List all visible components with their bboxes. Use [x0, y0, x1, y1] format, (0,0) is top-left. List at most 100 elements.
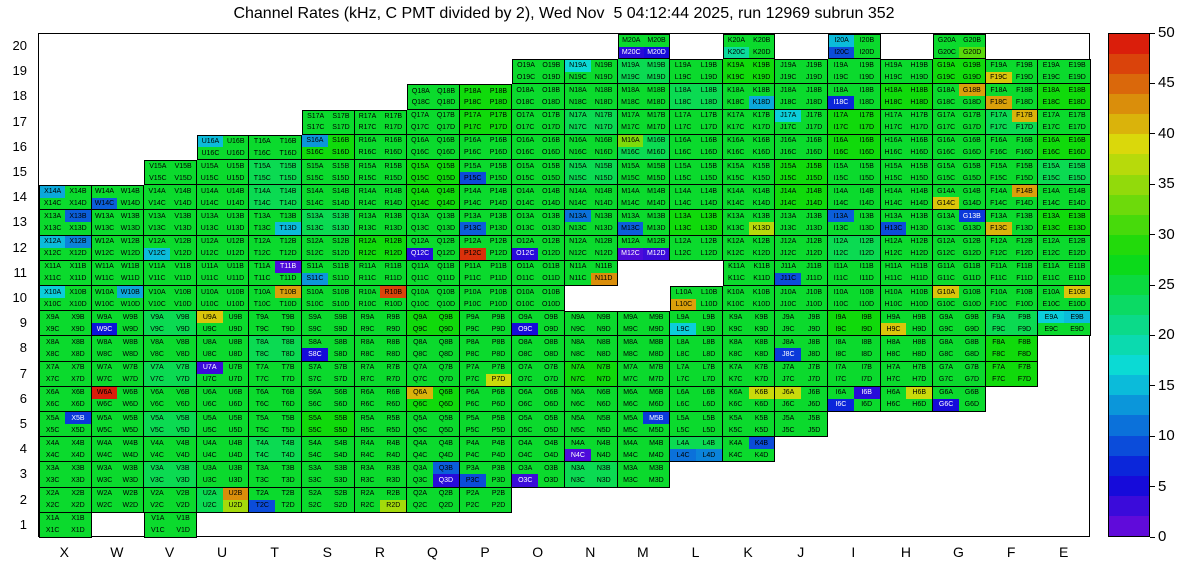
heatmap-cell: L5A — [670, 412, 696, 425]
heatmap-cell: V12C — [144, 247, 170, 260]
heatmap-block-K17: K17A K17B K17C K17D — [722, 109, 776, 135]
heatmap-cell: O16D — [538, 146, 564, 159]
heatmap-cell: Q14C — [407, 197, 433, 210]
heatmap-cell: I9C — [828, 323, 854, 336]
heatmap-cell: U15A — [196, 160, 223, 173]
heatmap-cell: K5D — [748, 424, 775, 437]
heatmap-block-J13: J13A J13B J13C J13D — [775, 210, 828, 236]
heatmap-cell: L10C — [671, 298, 697, 311]
heatmap-cell: K17B — [748, 109, 775, 122]
heatmap-cell: T16A — [249, 135, 276, 148]
heatmap-cell: H14A — [880, 185, 907, 198]
heatmap-cell: X3A — [40, 462, 66, 475]
heatmap-block-W8: W8A W8B W8C W8D — [91, 336, 145, 362]
heatmap-cell: U6A — [196, 386, 223, 399]
heatmap-cell: N16A — [565, 134, 591, 147]
heatmap-cell: L13A — [670, 210, 696, 223]
heatmap-cell: S13D — [327, 222, 354, 235]
x-axis-label: E — [1059, 544, 1069, 560]
heatmap-block-X5: X5A X5B X5C X5D — [39, 412, 92, 438]
heatmap-cell: M17C — [617, 121, 644, 134]
heatmap-cell: W2B — [117, 487, 144, 500]
heatmap-block-T15: T15A T15B T15C T15D — [249, 160, 302, 186]
y-axis-label: 19 — [12, 63, 27, 79]
heatmap-block-W9: W9A W9B W9C W9D — [91, 311, 145, 337]
heatmap-cell: Q10D — [432, 298, 459, 311]
heatmap-cell: Q16C — [407, 146, 433, 159]
heatmap-cell: T5C — [249, 424, 276, 437]
heatmap-cell: E19B — [1064, 60, 1090, 72]
heatmap-cell: K15D — [748, 172, 775, 185]
heatmap-block-V5: V5A V5B V5C V5D — [144, 412, 197, 438]
heatmap-block-O15: O15A O15B O15C O15D — [512, 160, 565, 186]
heatmap-cell: S7D — [327, 373, 354, 386]
heatmap-cell: T16D — [275, 147, 301, 159]
heatmap-block-E14: E14A E14B E14C E14D — [1038, 185, 1091, 211]
heatmap-cell: F10C — [985, 298, 1012, 311]
heatmap-cell: J9B — [801, 311, 827, 324]
heatmap-cell: O14B — [538, 185, 564, 198]
heatmap-cell: W8B — [117, 336, 144, 349]
heatmap-cell: G13B — [958, 210, 985, 223]
heatmap-cell: J8C — [775, 348, 802, 361]
heatmap-cell: N8C — [565, 348, 591, 361]
heatmap-cell: T4A — [249, 437, 276, 450]
heatmap-block-J11: J11A J11B J11C J11D — [775, 260, 828, 286]
heatmap-cell: I9A — [828, 311, 854, 324]
heatmap-cell: I13D — [853, 222, 880, 235]
heatmap-cell: X14B — [65, 186, 91, 198]
heatmap-cell: K13A — [722, 210, 749, 223]
heatmap-cell: X14A — [40, 186, 66, 198]
heatmap-cell: K17D — [748, 121, 775, 134]
heatmap-cell: R10D — [380, 298, 407, 311]
heatmap-cell: V1A — [145, 512, 171, 525]
heatmap-cell: Q2C — [407, 499, 433, 512]
heatmap-block-R3: R3A R3B R3C R3D — [354, 462, 408, 488]
colorbar-segment — [1109, 415, 1149, 436]
heatmap-block-H17: H17A H17B H17C H17D — [880, 109, 934, 135]
heatmap-cell: Q6B — [432, 386, 459, 399]
heatmap-cell: N18C — [565, 96, 591, 109]
heatmap-cell: S3C — [302, 474, 328, 487]
heatmap-cell: M20A — [618, 35, 644, 47]
heatmap-cell: T13C — [249, 222, 276, 235]
heatmap-cell: U11B — [222, 260, 249, 273]
heatmap-cell: I18D — [853, 96, 880, 109]
heatmap-cell: L16A — [670, 134, 696, 147]
heatmap-cell: P11D — [485, 272, 512, 285]
heatmap-cell: W9D — [117, 323, 144, 336]
heatmap-cell: N3C — [565, 474, 591, 487]
heatmap-cell: S14A — [302, 185, 328, 198]
heatmap-cell: I20D — [854, 46, 880, 59]
heatmap-cell: Q7D — [432, 373, 459, 386]
heatmap-cell: S10C — [302, 298, 328, 311]
heatmap-cell: J6B — [801, 386, 827, 399]
heatmap-cell: O19C — [513, 71, 539, 84]
heatmap-cell: M4A — [617, 437, 644, 450]
heatmap-block-R11: R11A R11B R11C R11D — [354, 260, 408, 286]
heatmap-cell: K13D — [748, 222, 775, 235]
heatmap-cell: G18A — [933, 84, 959, 97]
heatmap-cell: M12C — [617, 247, 644, 260]
heatmap-cell: O8C — [512, 348, 539, 361]
heatmap-cell: U12A — [196, 235, 223, 248]
heatmap-cell: L10A — [671, 287, 697, 299]
heatmap-block-V6: V6A V6B V6C V6D — [144, 386, 197, 412]
heatmap-cell: O11A — [512, 260, 539, 273]
heatmap-cell: Q6A — [407, 386, 433, 399]
y-axis-label: 3 — [19, 466, 27, 482]
heatmap-block-N4: N4A N4B N4C N4D — [565, 437, 618, 463]
heatmap-cell: N7A — [565, 361, 591, 374]
heatmap-cell: S7C — [302, 373, 328, 386]
heatmap-cell: I8C — [828, 348, 854, 361]
heatmap-cell: N11B — [590, 260, 617, 273]
heatmap-cell: P11B — [485, 260, 512, 273]
colorbar-segment — [1109, 54, 1149, 75]
colorbar-tick-label: 10 — [1158, 427, 1175, 445]
heatmap-cell: O11B — [538, 260, 564, 273]
heatmap-cell: T4D — [275, 449, 301, 462]
heatmap-cell: X8A — [40, 336, 66, 349]
heatmap-block-V10: V10A V10B V10C V10D — [144, 286, 197, 312]
heatmap-block-G18: G18A G18B G18C G18D — [933, 84, 986, 110]
heatmap-cell: U3A — [196, 462, 223, 475]
